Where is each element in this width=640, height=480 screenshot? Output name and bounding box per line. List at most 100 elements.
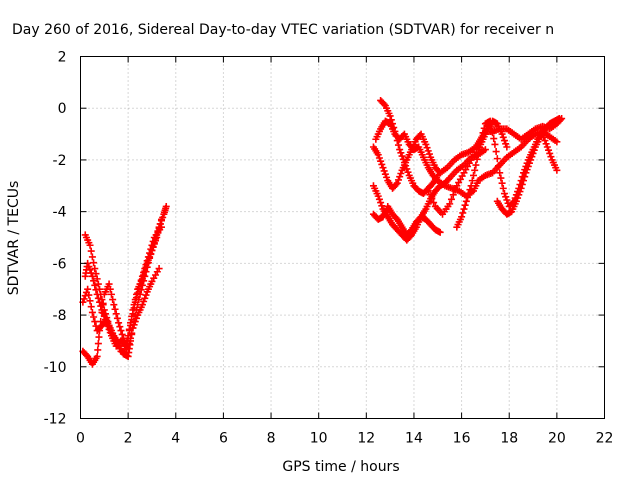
data-point-marker	[466, 186, 474, 194]
data-point-marker	[467, 182, 475, 190]
data-point-marker	[527, 156, 535, 164]
data-point-marker	[475, 144, 483, 152]
data-point-marker	[555, 115, 563, 123]
data-point-marker	[88, 272, 96, 280]
data-point-marker	[115, 319, 123, 327]
data-point-marker	[141, 294, 149, 302]
data-point-marker	[379, 164, 387, 172]
data-point-marker	[380, 100, 388, 108]
data-point-marker	[87, 303, 95, 311]
data-point-marker	[80, 295, 88, 303]
data-point-marker	[398, 152, 406, 160]
data-point-marker	[521, 173, 529, 181]
data-point-marker	[461, 201, 469, 209]
data-point-marker	[123, 337, 131, 345]
data-point-marker	[402, 162, 410, 170]
data-point-marker	[105, 325, 113, 333]
data-point-marker	[378, 160, 386, 168]
data-point-marker	[541, 137, 549, 145]
data-point-marker	[500, 190, 508, 198]
data-point-marker	[451, 186, 459, 194]
data-point-marker	[530, 146, 538, 154]
data-point-marker	[447, 195, 455, 203]
data-point-marker	[399, 155, 407, 163]
y-tick-label: -10	[44, 360, 67, 376]
data-point-marker	[434, 171, 442, 179]
data-point-marker	[86, 266, 94, 274]
data-point-marker	[375, 154, 383, 162]
data-point-marker	[394, 176, 402, 184]
x-tick-label: 0	[76, 431, 85, 447]
y-tick-label: -4	[53, 205, 67, 221]
data-point-marker	[460, 205, 468, 213]
data-point-marker	[446, 200, 454, 208]
data-point-marker	[112, 310, 120, 318]
data-point-marker	[480, 124, 488, 132]
data-point-marker	[489, 129, 497, 137]
data-point-marker	[470, 171, 477, 179]
x-tick-labels: 0 2 4 6 8 10 12 14 16 18 20 22	[76, 431, 613, 447]
data-point-marker	[85, 291, 93, 299]
data-point-marker	[390, 124, 398, 132]
data-point-marker	[474, 149, 482, 157]
data-point-marker	[523, 166, 531, 174]
data-point-marker	[471, 166, 479, 174]
data-point-marker	[98, 306, 106, 314]
data-point-marker	[113, 314, 121, 322]
x-tick-label: 12	[357, 431, 375, 447]
x-tick-label: 18	[500, 431, 518, 447]
data-point-marker	[93, 290, 101, 298]
data-point-marker	[100, 312, 108, 320]
data-point-marker	[374, 151, 382, 159]
data-point-marker	[486, 117, 494, 125]
data-point-marker	[132, 294, 140, 302]
data-point-marker	[93, 352, 101, 360]
data-point-marker	[143, 257, 151, 265]
data-point-marker	[138, 301, 146, 309]
data-point-marker	[122, 342, 130, 350]
data-point-marker	[396, 173, 404, 181]
data-point-marker	[497, 174, 505, 182]
data-point-marker	[87, 247, 95, 255]
data-point-marker	[88, 253, 96, 261]
data-point-marker	[392, 132, 400, 140]
data-point-marker	[96, 298, 104, 306]
data-point-marker	[111, 305, 119, 313]
y-tick-label: 0	[58, 101, 67, 117]
data-point-marker	[520, 177, 528, 185]
data-point-marker	[90, 259, 98, 267]
data-point-marker	[495, 162, 503, 170]
data-point-marker	[88, 308, 96, 316]
data-point-marker	[524, 162, 532, 170]
data-point-marker	[378, 202, 386, 210]
data-point-marker	[97, 318, 105, 326]
data-point-marker	[117, 327, 125, 335]
data-point-marker	[142, 261, 150, 269]
y-tick-label: -12	[44, 412, 67, 428]
x-tick-label: 16	[453, 431, 471, 447]
data-point-marker	[129, 310, 137, 318]
data-point-marker	[458, 213, 466, 221]
data-point-marker	[105, 280, 113, 288]
data-point-marker	[518, 180, 526, 188]
data-point-marker	[500, 137, 508, 145]
data-point-marker	[380, 167, 388, 175]
data-point-marker	[157, 223, 165, 231]
data-point-marker	[387, 116, 395, 124]
data-point-marker	[397, 149, 405, 157]
data-series-layer	[79, 96, 566, 368]
data-point-marker	[147, 245, 155, 253]
data-point-marker	[374, 192, 382, 200]
data-point-marker	[449, 191, 457, 199]
y-tick-label: -2	[53, 153, 67, 169]
data-point-marker	[502, 193, 510, 201]
data-point-marker	[396, 146, 404, 154]
data-point-marker	[148, 241, 156, 249]
x-tick-label: 6	[219, 431, 228, 447]
data-point-marker	[102, 316, 110, 324]
data-point-marker	[529, 149, 537, 157]
data-point-marker	[516, 188, 524, 196]
y-tick-label: -8	[53, 308, 67, 324]
data-point-marker	[155, 265, 163, 273]
series-track-11	[493, 115, 563, 218]
